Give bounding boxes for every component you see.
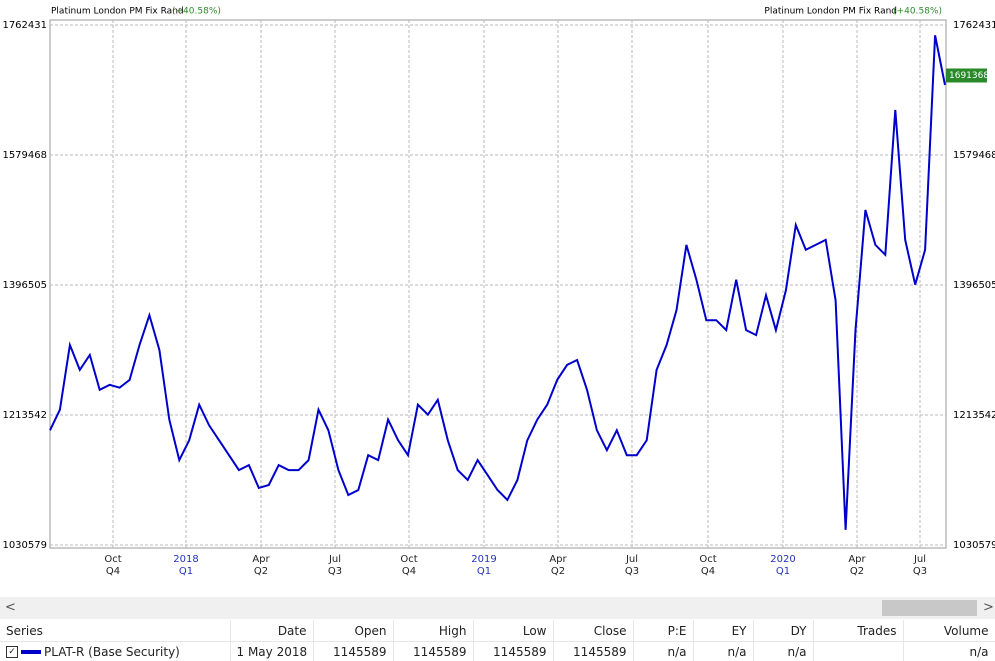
y-tick-label: 1579468: [2, 150, 47, 161]
x-tick-label: 2020: [770, 554, 795, 565]
x-tick-label: 2019: [471, 554, 496, 565]
x-tick-label: Q2: [254, 566, 268, 577]
y-tick-label: 1762431: [2, 20, 47, 31]
y-tick-label: 1579468: [953, 150, 995, 161]
x-tick-label: Oct: [104, 554, 121, 565]
x-tick-label: Apr: [252, 554, 270, 565]
x-tick-label: Q1: [477, 566, 491, 577]
scroll-right[interactable]: >: [983, 600, 994, 615]
column-header: EY: [693, 620, 753, 642]
column-header: Date: [230, 620, 313, 642]
x-tick-label: Q4: [701, 566, 715, 577]
x-tick-label: Apr: [549, 554, 567, 565]
plot-frame: [50, 20, 946, 548]
x-tick-label: Q3: [913, 566, 927, 577]
x-tick-label: Apr: [848, 554, 866, 565]
y-tick-label: 1213542: [953, 410, 995, 421]
x-tick-label: 2018: [173, 554, 198, 565]
series-swatch: [21, 650, 41, 654]
cell: n/a: [633, 642, 693, 661]
scroll-left[interactable]: <: [5, 600, 16, 615]
series-cell: ✓ PLAT-R (Base Security): [0, 642, 230, 661]
cell: 1145589: [473, 642, 553, 661]
column-header: P:E: [633, 620, 693, 642]
x-tick-label: Q1: [179, 566, 193, 577]
x-tick-label: Oct: [400, 554, 417, 565]
y-tick-label: 1396505: [953, 280, 995, 291]
column-header: Series: [0, 620, 230, 642]
cell: n/a: [693, 642, 753, 661]
x-tick-label: Q4: [402, 566, 416, 577]
chart-title: Platinum London PM Fix Rand: [51, 7, 184, 17]
column-header: Low: [473, 620, 553, 642]
x-tick-label: Q2: [850, 566, 864, 577]
y-tick-label: 1030579: [2, 540, 47, 551]
cell: 1145589: [553, 642, 633, 661]
cell: 1 May 2018: [230, 642, 313, 661]
change-label: (+40.58%): [893, 7, 942, 17]
cell: n/a: [753, 642, 813, 661]
cell: 1145589: [313, 642, 393, 661]
last-value-label: 1691368: [949, 71, 989, 81]
price-line: [50, 35, 945, 530]
y-tick-label: 1213542: [2, 410, 47, 421]
y-tick-label: 1030579: [953, 540, 995, 551]
y-tick-label: 1762431: [953, 20, 995, 31]
x-tick-label: Jul: [328, 554, 341, 565]
x-tick-label: Q3: [625, 566, 639, 577]
x-tick-label: Oct: [699, 554, 716, 565]
column-header: Close: [553, 620, 633, 642]
cell: n/a: [903, 642, 995, 661]
x-tick-label: Q4: [106, 566, 120, 577]
x-tick-label: Q1: [776, 566, 790, 577]
x-tick-label: Q2: [551, 566, 565, 577]
checkbox[interactable]: ✓: [6, 646, 18, 658]
scroll-thumb[interactable]: [882, 600, 977, 616]
cell: 1145589: [393, 642, 473, 661]
chart-title: Platinum London PM Fix Rand: [764, 7, 897, 17]
column-header: Open: [313, 620, 393, 642]
x-tick-label: Q3: [328, 566, 342, 577]
change-label: (+40.58%): [172, 7, 221, 17]
column-header: DY: [753, 620, 813, 642]
cell: [813, 642, 903, 661]
scrollbar[interactable]: < >: [0, 597, 995, 619]
column-header: High: [393, 620, 473, 642]
column-header: Volume: [903, 620, 995, 642]
column-header: Trades: [813, 620, 903, 642]
x-tick-label: Jul: [625, 554, 638, 565]
y-tick-label: 1396505: [2, 280, 47, 291]
x-tick-label: Jul: [913, 554, 926, 565]
series-name: PLAT-R (Base Security): [44, 645, 180, 659]
chart: Platinum London PM Fix Rand (+40.58%) Pl…: [0, 0, 995, 597]
